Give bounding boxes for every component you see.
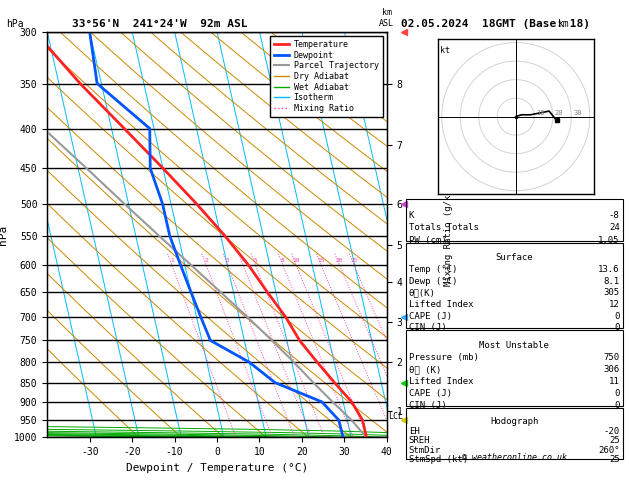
Text: 25: 25 xyxy=(350,258,358,263)
Text: 8.1: 8.1 xyxy=(603,277,620,286)
Text: 0: 0 xyxy=(614,401,620,410)
Text: θᴄ (K): θᴄ (K) xyxy=(409,365,441,374)
Text: StmDir: StmDir xyxy=(409,446,441,455)
Text: 30: 30 xyxy=(573,110,582,116)
Text: Lifted Index: Lifted Index xyxy=(409,377,474,386)
Y-axis label: hPa: hPa xyxy=(0,225,8,244)
Text: Lifted Index: Lifted Index xyxy=(409,300,474,309)
Text: Dewp (°C): Dewp (°C) xyxy=(409,277,457,286)
Text: Pressure (mb): Pressure (mb) xyxy=(409,353,479,362)
Text: 33°56'N  241°24'W  92m ASL: 33°56'N 241°24'W 92m ASL xyxy=(72,19,248,29)
Text: CIN (J): CIN (J) xyxy=(409,401,447,410)
Text: kt: kt xyxy=(440,46,450,55)
Text: K: K xyxy=(409,210,415,220)
Text: 306: 306 xyxy=(603,365,620,374)
Text: 4: 4 xyxy=(242,258,245,263)
Text: 25: 25 xyxy=(609,455,620,465)
Text: km: km xyxy=(557,19,569,29)
Text: 1.05: 1.05 xyxy=(598,236,620,244)
Text: 24: 24 xyxy=(609,223,620,232)
Text: EH: EH xyxy=(409,427,420,435)
Text: -8: -8 xyxy=(609,210,620,220)
Text: 2: 2 xyxy=(204,258,208,263)
Text: θᴄ(K): θᴄ(K) xyxy=(409,288,436,297)
Text: 11: 11 xyxy=(609,377,620,386)
Text: 25: 25 xyxy=(609,436,620,445)
Text: PW (cm): PW (cm) xyxy=(409,236,447,244)
Legend: Temperature, Dewpoint, Parcel Trajectory, Dry Adiabat, Wet Adiabat, Isotherm, Mi: Temperature, Dewpoint, Parcel Trajectory… xyxy=(270,36,382,117)
Text: 3: 3 xyxy=(226,258,230,263)
X-axis label: Dewpoint / Temperature (°C): Dewpoint / Temperature (°C) xyxy=(126,463,308,473)
Text: StmSpd (kt): StmSpd (kt) xyxy=(409,455,468,465)
Text: Surface: Surface xyxy=(496,254,533,262)
Text: LCL: LCL xyxy=(389,412,404,421)
Text: CAPE (J): CAPE (J) xyxy=(409,389,452,398)
Text: 12: 12 xyxy=(609,300,620,309)
Text: 750: 750 xyxy=(603,353,620,362)
Text: 10: 10 xyxy=(292,258,300,263)
Text: Most Unstable: Most Unstable xyxy=(479,341,549,350)
Text: hPa: hPa xyxy=(6,19,24,29)
Text: 0: 0 xyxy=(614,312,620,321)
Text: 20: 20 xyxy=(336,258,343,263)
Text: Temp (°C): Temp (°C) xyxy=(409,265,457,274)
Text: SREH: SREH xyxy=(409,436,430,445)
Text: 13.6: 13.6 xyxy=(598,265,620,274)
Text: 02.05.2024  18GMT (Base: 18): 02.05.2024 18GMT (Base: 18) xyxy=(401,19,590,29)
Text: 15: 15 xyxy=(318,258,325,263)
Text: Totals Totals: Totals Totals xyxy=(409,223,479,232)
Text: km
ASL: km ASL xyxy=(379,8,394,28)
Text: 0: 0 xyxy=(614,389,620,398)
Text: 305: 305 xyxy=(603,288,620,297)
Text: CIN (J): CIN (J) xyxy=(409,323,447,332)
Text: Hodograph: Hodograph xyxy=(490,417,538,426)
Text: 260°: 260° xyxy=(598,446,620,455)
Text: 0: 0 xyxy=(614,323,620,332)
Text: 8: 8 xyxy=(281,258,285,263)
Text: 10: 10 xyxy=(536,110,545,116)
Text: 5: 5 xyxy=(253,258,257,263)
Text: © weatheronline.co.uk: © weatheronline.co.uk xyxy=(462,452,567,462)
Text: 20: 20 xyxy=(555,110,563,116)
Text: -20: -20 xyxy=(603,427,620,435)
Text: CAPE (J): CAPE (J) xyxy=(409,312,452,321)
Text: 1: 1 xyxy=(170,258,174,263)
Y-axis label: Mixing Ratio (g/kg): Mixing Ratio (g/kg) xyxy=(444,183,453,286)
